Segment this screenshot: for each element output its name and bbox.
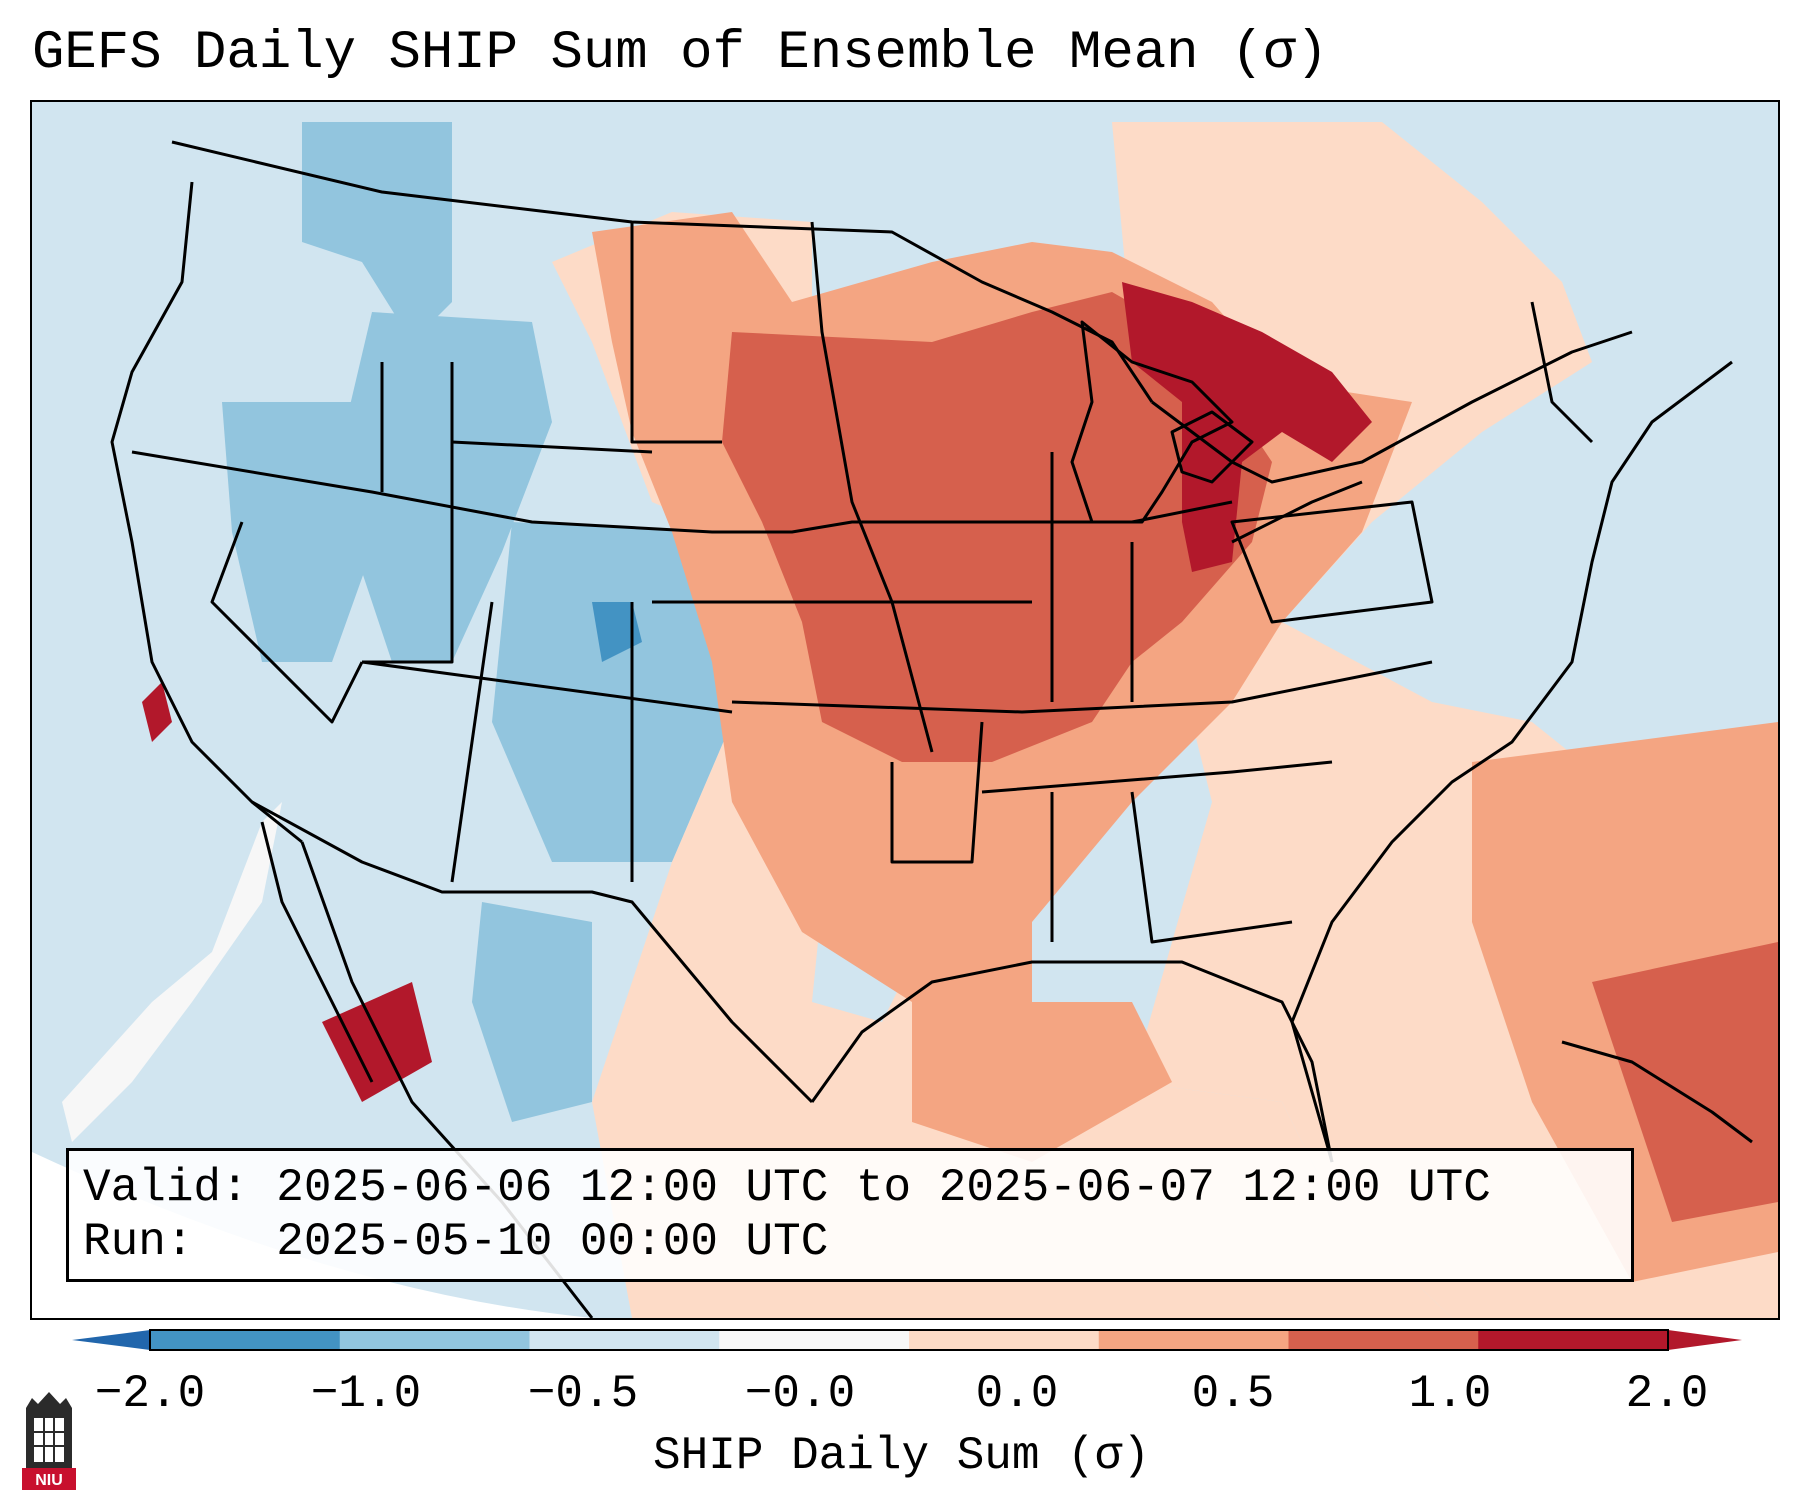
run-value: 2025-05-10 00:00 UTC [276,1216,829,1268]
niu-logo: NIU [22,1392,76,1490]
pennsylvania [1230,500,1434,624]
state-line-5 [451,440,653,454]
valid-run-info-box: Valid: 2025-06-06 12:00 UTC to 2025-06-0… [66,1148,1634,1282]
tn-line [981,760,1333,794]
colorbar-over-arrow [1668,1330,1742,1350]
run-label: Run: [83,1216,194,1268]
al-ga-line [1130,791,1293,944]
lake-michigan-outline [1070,320,1234,524]
map-svg [32,102,1778,1318]
california-extreme-positive [142,682,172,742]
valid-line: Valid: 2025-06-06 12:00 UTC to 2025-06-0… [83,1161,1617,1215]
logo-grid-icon [34,1418,64,1462]
colorbar-segment-0 [150,1330,341,1350]
west-negative-area-3 [222,402,382,662]
colorbar-segment-3 [719,1330,910,1350]
lake-erie-outline [1231,480,1363,544]
east-coastline [1290,360,1733,1163]
colorbar-outline [149,1329,1669,1351]
map-panel [30,100,1780,1320]
state-line-3 [630,222,722,444]
tick-label-4: 0.0 [975,1368,1059,1420]
colorbar [72,1329,1742,1351]
state-line-7 [731,660,1433,714]
colorbar-segment-2 [529,1330,720,1350]
great-lakes-extreme-positive [1122,282,1372,572]
caribbean-strong-positive [1592,942,1778,1222]
new-england-line [1530,301,1594,444]
us-mexico-border [251,800,814,1104]
west-coastline [110,181,303,844]
run-line: Run: 2025-05-10 00:00 UTC [83,1215,1617,1269]
minnesota-iowa-line [810,221,934,753]
tick-label-6: 1.0 [1408,1368,1492,1420]
midwest-strong-positive [722,292,1272,762]
southwest-negative-area [492,522,732,862]
west-negative-area-2 [332,312,552,662]
colorbar-segments [150,1330,1669,1350]
mexico-extreme-positive [322,982,432,1102]
pacific-neutral-area [62,802,282,1142]
tick-label-7: 2.0 [1625,1368,1709,1420]
colorbar-title: SHIP Daily Sum (σ) [653,1430,1150,1482]
west-negative-area-1 [302,122,452,342]
tick-label-0: −2.0 [94,1368,206,1420]
state-line-6 [361,660,733,714]
arizona-nm-line [450,601,494,883]
state-line-4 [362,362,454,664]
colorbar-segment-7 [1478,1330,1669,1350]
cuba-outline [1561,1040,1753,1144]
tick-label-5: 0.5 [1191,1368,1275,1420]
colorbar-segment-6 [1288,1330,1479,1350]
gulf-positive-area [912,1002,1172,1162]
lake-huron-outline [1170,410,1254,484]
gulf-coastline [810,960,1334,1163]
tick-label-2: −0.5 [527,1368,639,1420]
map-title: GEFS Daily SHIP Sum of Ensemble Mean (σ) [32,23,1329,84]
mexico-negative-area [472,902,592,1122]
nevada-line [210,521,364,724]
colorado-strong-negative [592,602,642,662]
tick-label-1: −1.0 [310,1368,422,1420]
central-positive-area [552,212,1452,1318]
valid-value: 2025-06-06 12:00 UTC to 2025-06-07 12:00… [276,1162,1491,1214]
colorbar-segment-1 [339,1330,530,1350]
logo-text: NIU [35,1472,63,1489]
logo-window-icon [34,1418,64,1462]
colorbar-under-arrow [72,1330,150,1350]
arkansas-lines [890,721,984,864]
baja-peninsula [260,821,374,1083]
colorbar-segment-4 [909,1330,1100,1350]
colorbar-segment-5 [1098,1330,1289,1350]
valid-label: Valid: [83,1162,249,1214]
tick-label-3: −0.0 [744,1368,856,1420]
logo-banner [22,1468,76,1490]
